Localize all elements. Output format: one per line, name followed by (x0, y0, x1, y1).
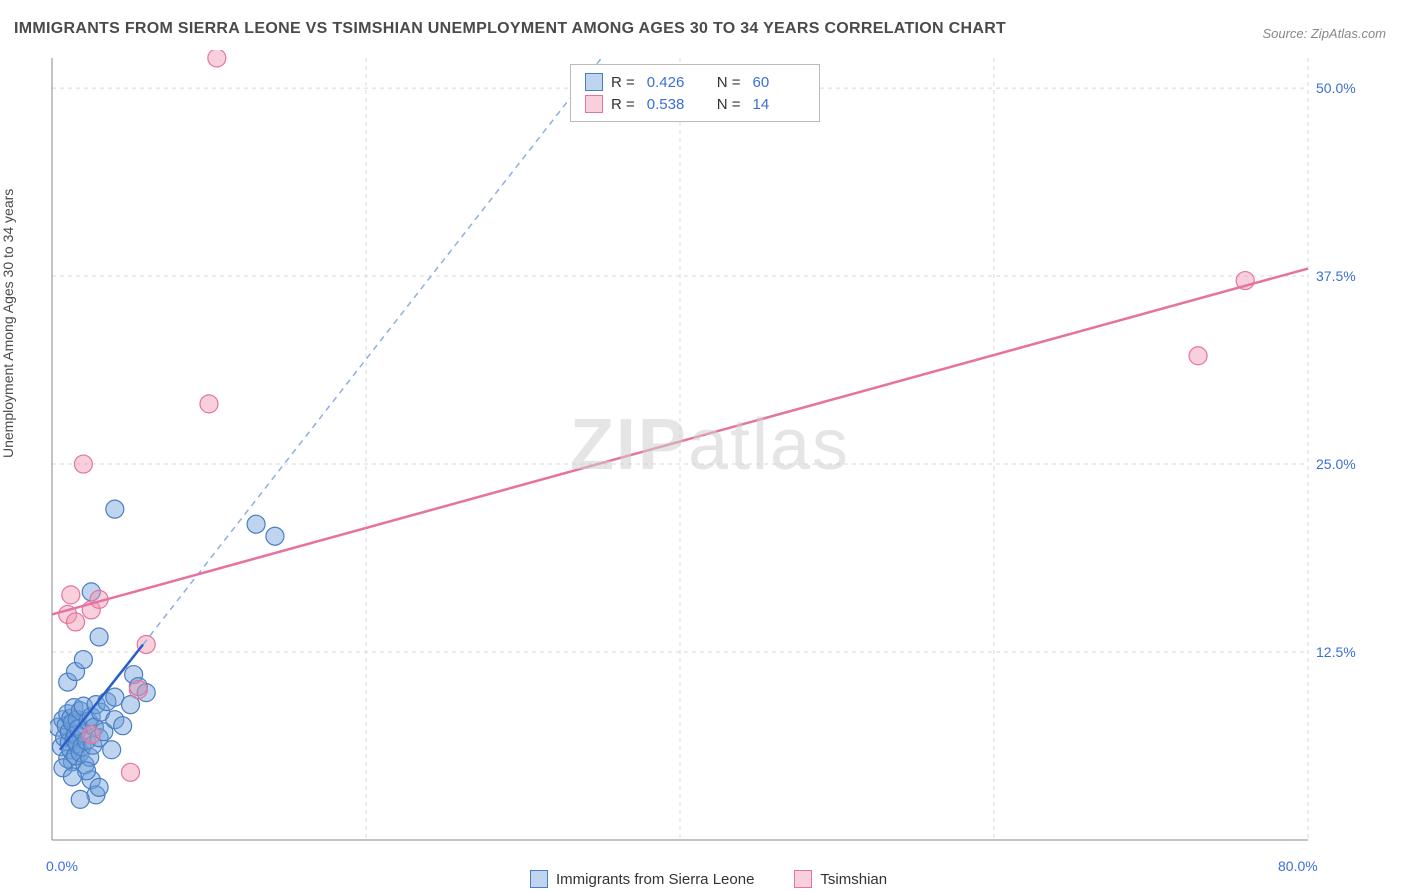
n-label: N = (717, 74, 741, 91)
x-tick-label: 80.0% (1278, 858, 1318, 874)
source-attribution: Source: ZipAtlas.com (1262, 26, 1386, 41)
legend-row-blue: R = 0.426 N = 60 (585, 71, 805, 93)
r-value: 0.426 (647, 74, 699, 91)
legend-item-sierra-leone: Immigrants from Sierra Leone (530, 870, 754, 888)
n-value: 14 (753, 96, 805, 113)
legend-row-pink: R = 0.538 N = 14 (585, 93, 805, 115)
legend-item-tsimshian: Tsimshian (794, 870, 887, 888)
svg-text:50.0%: 50.0% (1316, 80, 1356, 96)
n-value: 60 (753, 74, 805, 91)
scatter-chart-svg: 12.5%25.0%37.5%50.0%0.0%80.0% (50, 50, 1370, 850)
swatch-blue-icon (585, 73, 603, 91)
r-label: R = (611, 96, 635, 113)
correlation-legend: R = 0.426 N = 60 R = 0.538 N = 14 (570, 64, 820, 122)
legend-label: Tsimshian (820, 871, 887, 888)
swatch-blue-icon (530, 870, 548, 888)
x-tick-label: 0.0% (46, 858, 78, 874)
y-axis-label: Unemployment Among Ages 30 to 34 years (0, 189, 16, 458)
svg-text:12.5%: 12.5% (1316, 644, 1356, 660)
legend-label: Immigrants from Sierra Leone (556, 871, 754, 888)
r-label: R = (611, 74, 635, 91)
svg-text:37.5%: 37.5% (1316, 268, 1356, 284)
chart-title: IMMIGRANTS FROM SIERRA LEONE VS TSIMSHIA… (14, 20, 1006, 38)
series-legend: Immigrants from Sierra Leone Tsimshian (530, 870, 887, 888)
svg-text:25.0%: 25.0% (1316, 456, 1356, 472)
r-value: 0.538 (647, 96, 699, 113)
n-label: N = (717, 96, 741, 113)
swatch-pink-icon (585, 95, 603, 113)
chart-area: 12.5%25.0%37.5%50.0%0.0%80.0% ZIPatlas R… (50, 50, 1370, 840)
swatch-pink-icon (794, 870, 812, 888)
